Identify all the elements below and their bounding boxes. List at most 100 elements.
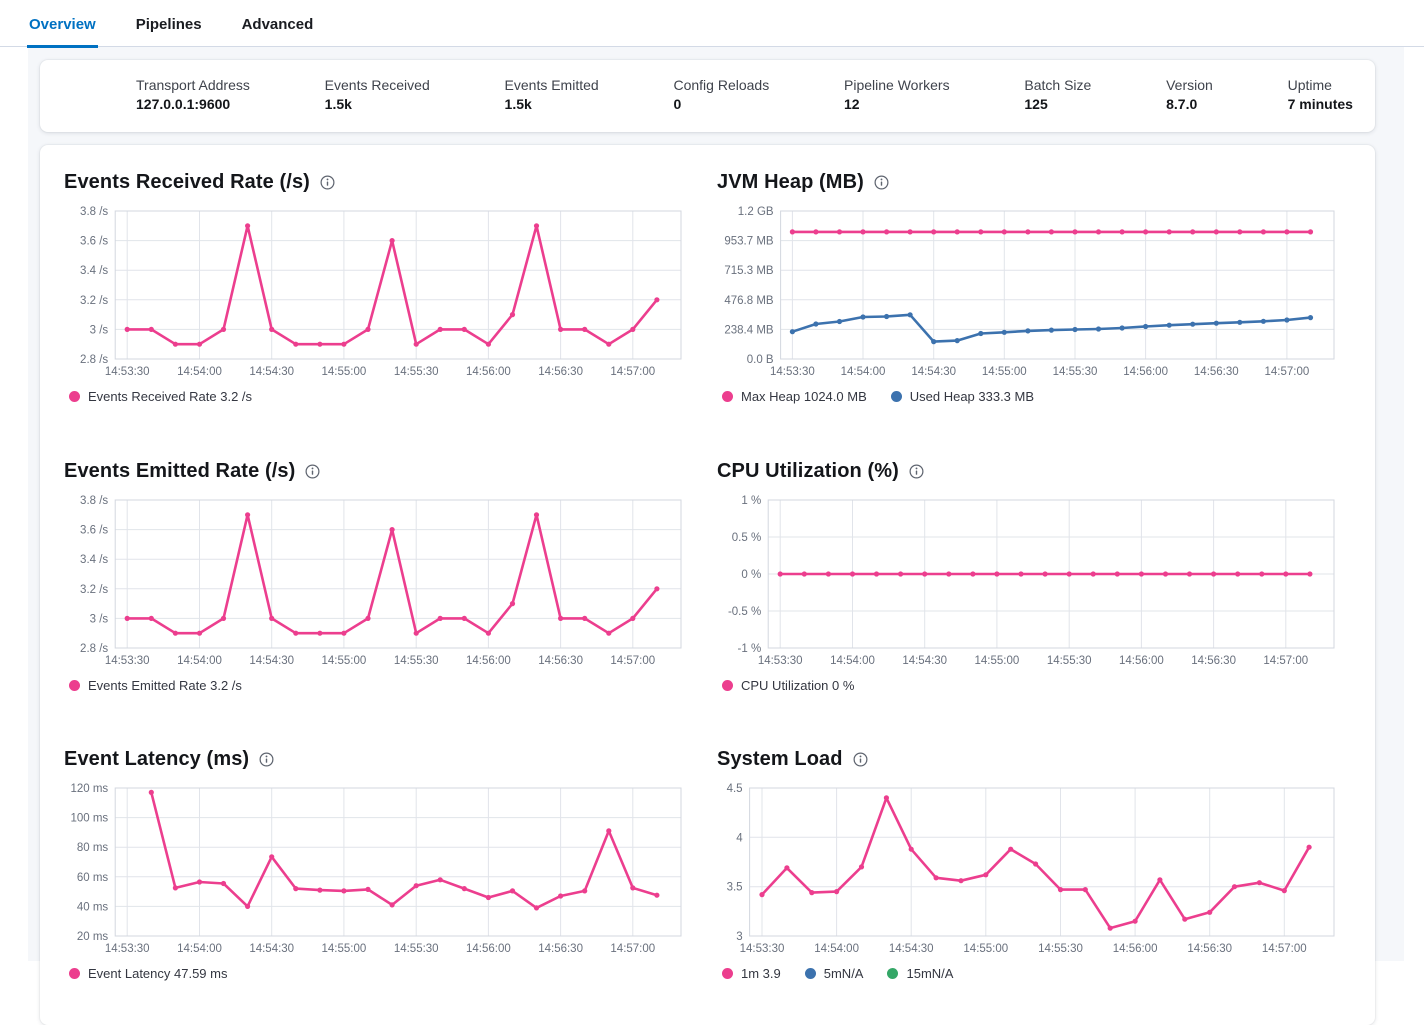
- svg-text:3 /s: 3 /s: [90, 613, 109, 625]
- legend-item[interactable]: Events Emitted Rate 3.2 /s: [69, 678, 242, 693]
- line-chart-canvas: 2.8 /s 3 /s 3.2 /s 3.4 /s 3.6 /s 3.8 /s 14:53:…: [64, 493, 685, 671]
- legend-label: CPU Utilization 0 %: [741, 677, 855, 693]
- svg-text:14:57:00: 14:57:00: [1262, 943, 1307, 955]
- chart-events-emitted-rate: Events Emitted Rate (/s) 2.8 /s 3 /s 3.2 /…: [64, 460, 685, 713]
- svg-text:40 ms: 40 ms: [77, 902, 109, 914]
- svg-text:60 ms: 60 ms: [77, 872, 109, 884]
- svg-text:14:57:00: 14:57:00: [610, 366, 655, 378]
- svg-text:14:53:30: 14:53:30: [105, 366, 150, 378]
- page-content: Transport Address 127.0.0.1:9600 Events …: [28, 47, 1404, 1025]
- svg-text:0.0 B: 0.0 B: [747, 354, 774, 366]
- stat-value: 8.7.0: [1166, 96, 1198, 112]
- legend-item[interactable]: 15mN/A: [887, 966, 953, 981]
- legend-label: Events Emitted Rate 3.2 /s: [88, 677, 242, 693]
- stat-value: 127.0.0.1:9600: [136, 96, 231, 112]
- svg-text:14:56:00: 14:56:00: [1123, 366, 1168, 378]
- charts-panel: Events Received Rate (/s) 2.8 /s 3 /s 3.2 …: [40, 145, 1375, 1025]
- svg-text:14:54:00: 14:54:00: [177, 655, 222, 667]
- chart-legend: Max Heap 1024.0 MB Used Heap 333.3 MB: [717, 389, 1338, 404]
- svg-text:14:57:00: 14:57:00: [1263, 655, 1308, 667]
- svg-text:14:54:30: 14:54:30: [902, 655, 947, 667]
- stat-batch-size: Batch Size 125: [1024, 76, 1091, 114]
- info-icon[interactable]: [853, 752, 868, 767]
- svg-text:1 %: 1 %: [741, 495, 761, 507]
- svg-text:14:53:30: 14:53:30: [770, 366, 815, 378]
- svg-text:14:55:00: 14:55:00: [322, 366, 367, 378]
- chart-cpu-utilization: CPU Utilization (%) -1 % -0.5 % 0 % 0.5 % 1 …: [717, 460, 1338, 713]
- svg-text:3: 3: [736, 931, 742, 943]
- legend-dot-icon: [890, 391, 902, 402]
- svg-text:3.8 /s: 3.8 /s: [80, 495, 108, 507]
- info-icon[interactable]: [320, 175, 335, 190]
- svg-text:14:54:30: 14:54:30: [249, 366, 294, 378]
- legend-label: Max Heap 1024.0 MB: [741, 389, 867, 404]
- legend-dot-icon: [69, 391, 80, 402]
- chart-title: System Load: [717, 748, 1338, 771]
- chart-title: Event Latency (ms): [64, 748, 685, 771]
- chart-title: JVM Heap (MB): [717, 171, 1338, 194]
- info-icon[interactable]: [259, 752, 274, 767]
- svg-text:14:54:00: 14:54:00: [177, 366, 222, 378]
- svg-text:14:54:00: 14:54:00: [841, 366, 886, 378]
- svg-text:715.3 MB: 715.3 MB: [724, 265, 774, 277]
- svg-text:14:56:30: 14:56:30: [1187, 943, 1232, 955]
- legend-dot-icon: [722, 679, 733, 691]
- svg-text:14:56:00: 14:56:00: [1113, 943, 1158, 955]
- svg-text:120 ms: 120 ms: [70, 783, 108, 795]
- chart-legend: Event Latency 47.59 ms: [64, 966, 685, 981]
- info-icon[interactable]: [874, 175, 889, 190]
- svg-text:14:55:00: 14:55:00: [975, 655, 1020, 667]
- chart-title-text: JVM Heap (MB): [717, 171, 864, 193]
- tab-pipelines[interactable]: Pipelines: [135, 16, 202, 33]
- svg-text:14:55:30: 14:55:30: [394, 366, 439, 378]
- svg-text:14:57:00: 14:57:00: [610, 655, 655, 667]
- node-stats-bar: Transport Address 127.0.0.1:9600 Events …: [40, 60, 1375, 132]
- stat-version: Version 8.7.0: [1166, 76, 1213, 114]
- chart-title-text: Events Emitted Rate (/s): [64, 459, 296, 482]
- legend-dot-icon: [69, 679, 80, 691]
- stat-events-received: Events Received 1.5k: [325, 76, 430, 114]
- tab-overview[interactable]: Overview: [27, 14, 98, 48]
- stat-value: 12: [844, 96, 860, 112]
- svg-text:3.8 /s: 3.8 /s: [80, 206, 108, 218]
- legend-dot-icon: [887, 968, 899, 980]
- legend-dot-icon: [722, 391, 733, 402]
- legend-dot-icon: [69, 968, 80, 980]
- stat-value: 7 minutes: [1287, 96, 1353, 112]
- svg-text:-0.5 %: -0.5 %: [728, 606, 761, 618]
- chart-title: Events Received Rate (/s): [64, 171, 685, 194]
- info-icon[interactable]: [909, 464, 924, 479]
- svg-text:14:55:30: 14:55:30: [1038, 943, 1083, 955]
- svg-text:0.5 %: 0.5 %: [732, 532, 761, 544]
- legend-item[interactable]: Max Heap 1024.0 MB: [722, 389, 867, 404]
- legend-item[interactable]: CPU Utilization 0 %: [722, 678, 854, 693]
- svg-text:14:55:30: 14:55:30: [394, 655, 439, 667]
- svg-text:14:54:00: 14:54:00: [177, 943, 222, 955]
- chart-legend: Events Received Rate 3.2 /s: [64, 389, 685, 404]
- legend-item[interactable]: Event Latency 47.59 ms: [69, 966, 227, 981]
- legend-label: 1m 3.9: [741, 966, 781, 982]
- svg-text:14:53:30: 14:53:30: [740, 943, 785, 955]
- svg-text:14:56:30: 14:56:30: [1194, 366, 1239, 378]
- svg-text:476.8 MB: 476.8 MB: [724, 295, 774, 307]
- legend-item[interactable]: Events Received Rate 3.2 /s: [69, 389, 252, 404]
- svg-text:14:54:30: 14:54:30: [911, 366, 956, 378]
- svg-text:14:53:30: 14:53:30: [758, 655, 803, 667]
- svg-text:2.8 /s: 2.8 /s: [80, 643, 108, 655]
- chart-system-load: System Load 3 3.5 4 4.5 14:53:30 14:54:00 14:5…: [717, 748, 1338, 1001]
- svg-text:0 %: 0 %: [741, 569, 761, 581]
- tab-advanced[interactable]: Advanced: [241, 16, 314, 33]
- info-icon[interactable]: [305, 464, 320, 479]
- chart-title-text: Event Latency (ms): [64, 748, 250, 771]
- stat-value: 1.5k: [324, 96, 352, 112]
- line-chart-canvas: -1 % -0.5 % 0 % 0.5 % 1 % 14:53:30 14:54:00 14:…: [717, 493, 1338, 671]
- chart-legend: Events Emitted Rate 3.2 /s: [64, 678, 685, 693]
- legend-label: Event Latency 47.59 ms: [88, 966, 228, 982]
- legend-item[interactable]: 1m 3.9: [722, 966, 781, 981]
- stat-label: Version: [1166, 77, 1213, 94]
- legend-item[interactable]: 5mN/A: [804, 966, 863, 981]
- legend-item[interactable]: Used Heap 333.3 MB: [890, 389, 1034, 404]
- stat-label: Events Received: [324, 77, 430, 94]
- legend-label: 15mN/A: [906, 966, 954, 982]
- svg-text:14:55:00: 14:55:00: [322, 655, 367, 667]
